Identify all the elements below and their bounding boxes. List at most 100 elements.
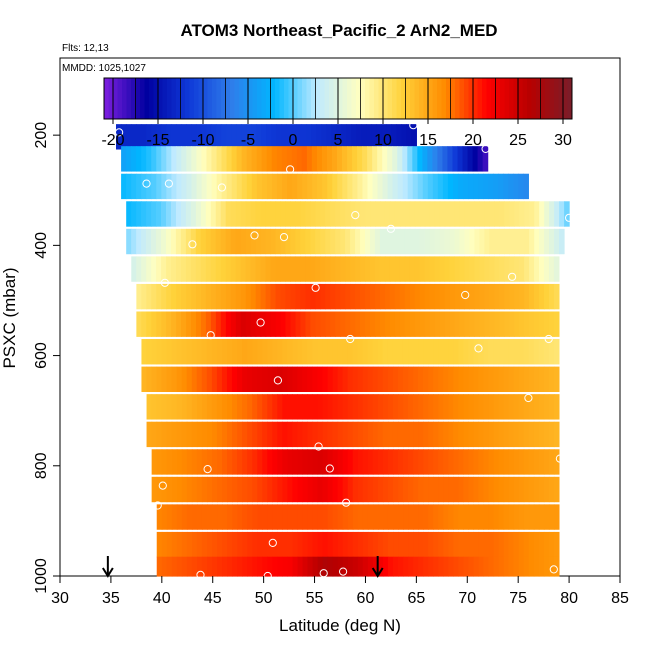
- heatmap-cell: [534, 256, 540, 282]
- heatmap-cell: [479, 311, 485, 337]
- colorbar-swatch: [167, 78, 172, 119]
- heatmap-cell: [275, 228, 282, 255]
- heatmap-cell: [342, 531, 349, 558]
- heatmap-cell: [438, 476, 444, 503]
- heatmap-cell: [287, 421, 293, 448]
- heatmap-cell: [342, 394, 349, 420]
- heatmap-cell: [302, 366, 309, 392]
- heatmap-cell: [523, 556, 530, 577]
- heatmap-cell: [156, 366, 163, 392]
- heatmap-cell: [221, 339, 228, 365]
- heatmap-cell: [196, 449, 203, 475]
- heatmap-cell: [342, 146, 348, 172]
- heatmap-cell: [494, 201, 501, 227]
- heatmap-cell: [307, 531, 314, 558]
- heatmap-cell: [201, 531, 208, 558]
- colorbar-swatch: [180, 78, 186, 119]
- heatmap-cell: [235, 283, 242, 310]
- heatmap-cell: [478, 449, 485, 475]
- heatmap-cell: [235, 228, 242, 255]
- heatmap-cell: [483, 173, 489, 200]
- sample-point: [342, 498, 351, 507]
- heatmap-cell: [418, 449, 424, 475]
- heatmap-cell: [473, 449, 480, 475]
- heatmap-cell: [237, 531, 243, 558]
- heatmap-cell: [315, 311, 321, 337]
- colorbar-swatch: [194, 78, 199, 119]
- heatmap-cell: [364, 228, 371, 255]
- heatmap-cell: [345, 283, 351, 310]
- heatmap-cell: [171, 256, 177, 282]
- colorbar-swatch: [320, 78, 325, 119]
- heatmap-cell: [544, 283, 550, 310]
- heatmap-cell: [453, 556, 459, 577]
- heatmap-cell: [170, 228, 177, 255]
- heatmap-cell: [267, 504, 273, 530]
- heatmap-cell: [166, 146, 172, 172]
- heatmap-cell: [493, 366, 500, 392]
- heatmap-cell: [533, 556, 540, 577]
- colorbar-swatch: [522, 78, 528, 119]
- heatmap-cell: [352, 504, 359, 530]
- heatmap-cell: [171, 124, 177, 150]
- heatmap-cell: [366, 124, 372, 150]
- heatmap-cell: [504, 228, 510, 255]
- heatmap-cell: [478, 421, 485, 448]
- colorbar-swatch: [279, 78, 285, 119]
- heatmap-cell: [479, 201, 486, 227]
- heatmap-cell: [191, 173, 198, 200]
- heatmap-cell: [509, 201, 515, 227]
- heatmap-cell: [499, 201, 505, 227]
- heatmap-cell: [262, 476, 268, 503]
- heatmap-cell: [271, 124, 277, 150]
- heatmap-cell: [423, 531, 429, 558]
- heatmap-cell: [181, 449, 188, 475]
- colorbar-swatch: [333, 78, 339, 119]
- heatmap-cell: [321, 146, 328, 172]
- heatmap-cell: [317, 531, 324, 558]
- heatmap-cell: [469, 283, 475, 310]
- heatmap-cell: [503, 394, 510, 420]
- heatmap-cell: [305, 256, 311, 282]
- heatmap-cell: [488, 449, 495, 475]
- heatmap-cell: [402, 173, 409, 200]
- colorbar-tick-label: -15: [146, 132, 169, 149]
- heatmap-cell: [367, 449, 374, 475]
- heatmap-cell: [543, 394, 550, 420]
- heatmap-cell: [463, 476, 470, 503]
- heatmap-cell: [217, 449, 223, 475]
- heatmap-cell: [292, 476, 299, 503]
- heatmap-cell: [392, 339, 399, 365]
- heatmap-cell: [331, 146, 338, 172]
- heatmap-cell: [347, 504, 354, 530]
- heatmap-cell: [508, 421, 515, 448]
- colorbar-swatch: [104, 78, 109, 119]
- heatmap-cell: [141, 339, 148, 365]
- heatmap-cell: [191, 366, 198, 392]
- heatmap-cell: [423, 556, 429, 577]
- heatmap-cell: [488, 556, 495, 577]
- heatmap-cell: [315, 283, 321, 310]
- heatmap-cell: [216, 173, 223, 200]
- heatmap-cell: [414, 256, 421, 282]
- heatmap-cell: [428, 449, 434, 475]
- colorbar-swatch: [482, 78, 487, 119]
- heatmap-cell: [340, 283, 346, 310]
- heatmap-cell: [200, 256, 207, 282]
- heatmap-cell: [322, 173, 328, 200]
- sample-point: [339, 567, 348, 576]
- colorbar-swatch: [531, 78, 537, 119]
- heatmap-cell: [257, 366, 263, 392]
- heatmap-cell: [489, 256, 495, 282]
- heatmap-cell: [543, 504, 550, 530]
- heatmap-cell: [394, 228, 401, 255]
- heatmap-cell: [468, 394, 475, 420]
- heatmap-cell: [141, 366, 148, 392]
- heatmap-cell: [379, 228, 386, 255]
- heatmap-cell: [211, 366, 218, 392]
- colorbar-swatch: [248, 78, 253, 119]
- heatmap-cell: [347, 146, 353, 172]
- heatmap-cell: [432, 146, 439, 172]
- heatmap-cell: [266, 124, 272, 150]
- heatmap-cell: [478, 531, 485, 558]
